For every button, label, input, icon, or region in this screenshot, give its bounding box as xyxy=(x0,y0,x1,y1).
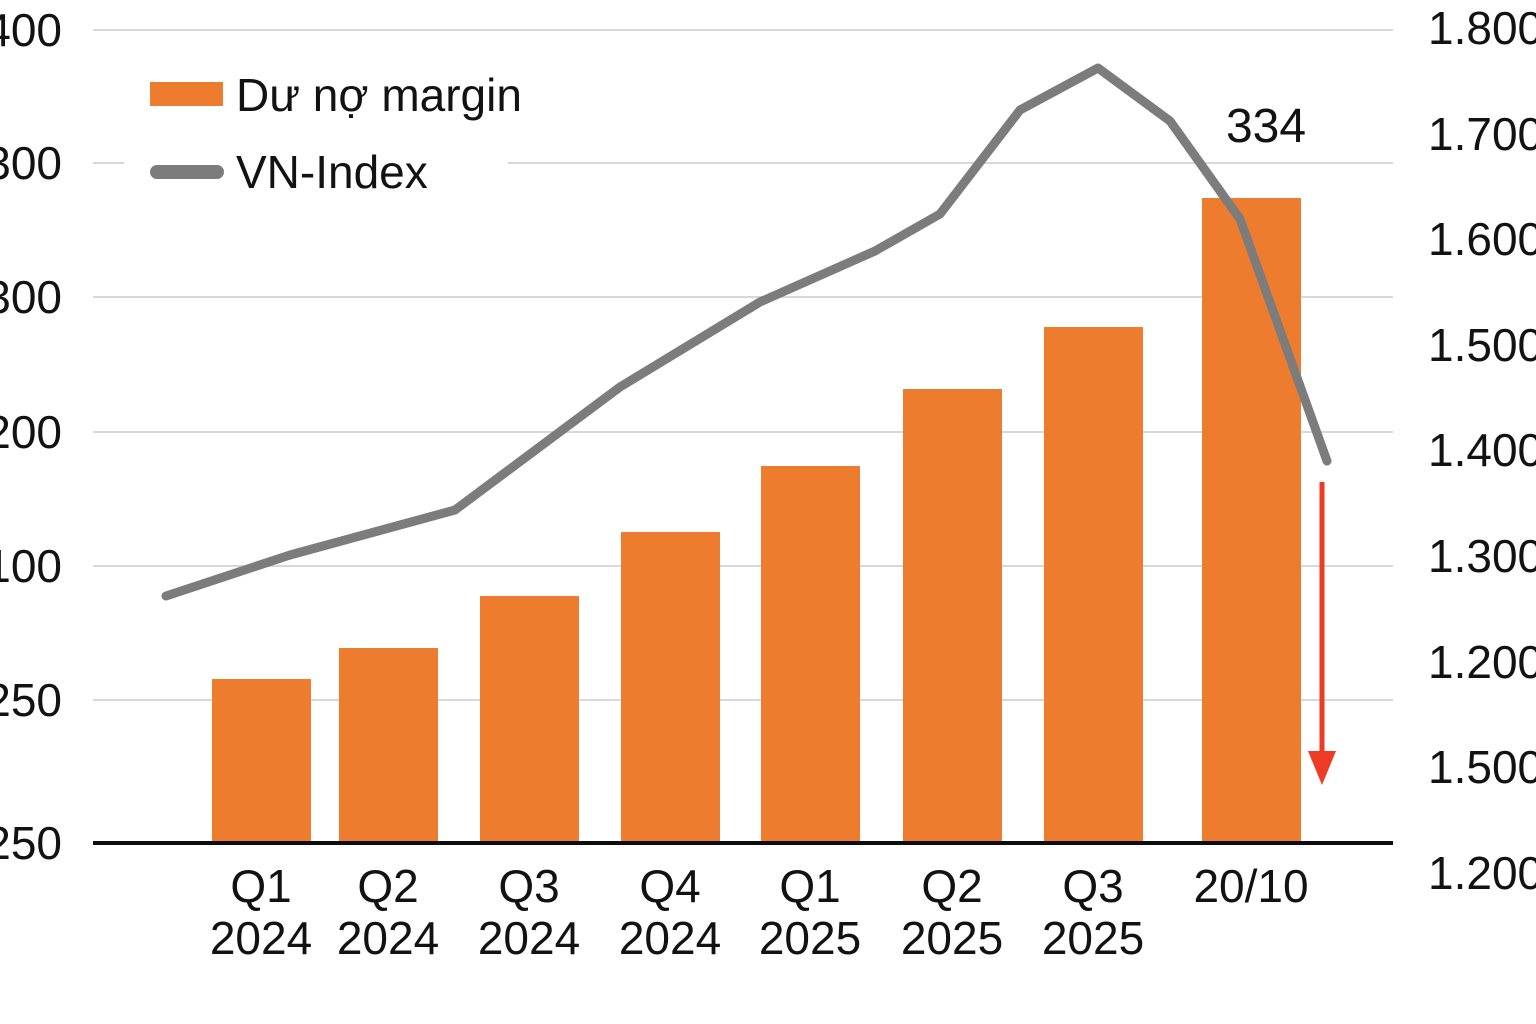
bar-3 xyxy=(479,596,579,843)
gridline xyxy=(93,296,1393,298)
last-bar-value-annotation: 334 xyxy=(1225,100,1307,153)
bar-4 xyxy=(620,532,720,843)
red-down-arrow-icon xyxy=(1308,482,1336,785)
y-axis-right-tick: 1.500 xyxy=(1428,741,1536,793)
gridline xyxy=(93,29,1393,31)
y-axis-right-tick: 1.700 xyxy=(1428,108,1536,160)
bar-1 xyxy=(211,679,311,843)
x-axis-tick: 20/10 xyxy=(1141,860,1361,912)
y-axis-right-tick: 1.200 xyxy=(1428,847,1536,899)
x-axis-tick: Q2 2025 xyxy=(842,860,1062,964)
x-axis-tick-line: Q1 xyxy=(230,860,292,912)
gridline xyxy=(93,565,1393,567)
x-axis-tick-line: Q4 xyxy=(639,860,701,912)
x-axis-tick-line: Q2 xyxy=(357,860,419,912)
bar-5 xyxy=(760,466,860,843)
gridline xyxy=(93,699,1393,701)
y-axis-left-tick: 300 xyxy=(0,271,62,323)
x-axis-tick-line: 2024 xyxy=(336,912,440,964)
x-axis-tick-line: 2024 xyxy=(618,912,722,964)
x-axis-tick: Q2 2024 xyxy=(278,860,498,964)
x-axis-tick-line: Q2 xyxy=(921,860,983,912)
x-axis-tick: Q3 2024 xyxy=(419,860,639,964)
y-axis-left-tick: 100 xyxy=(0,540,62,592)
gridline xyxy=(93,431,1393,433)
x-axis-baseline xyxy=(93,841,1393,845)
x-axis-tick-line: Q3 xyxy=(1062,860,1124,912)
y-axis-right-tick: 1.600 xyxy=(1428,213,1536,265)
bar-2 xyxy=(338,648,438,843)
x-axis-tick: Q1 2024 xyxy=(151,860,371,964)
legend-label-margin-debt: Dư nợ margin xyxy=(236,69,522,121)
x-axis-tick-line: 2025 xyxy=(900,912,1004,964)
y-axis-left-tick: 400 xyxy=(0,4,62,56)
x-axis-tick-line: 2024 xyxy=(209,912,313,964)
y-axis-right-tick: 1.800 xyxy=(1428,2,1536,54)
y-axis-left-tick: 200 xyxy=(0,406,62,458)
legend-bar-swatch xyxy=(150,82,223,106)
x-axis-tick-line: 2025 xyxy=(1041,912,1145,964)
x-axis-tick-line: 2024 xyxy=(477,912,581,964)
y-axis-right-tick: 1.200 xyxy=(1428,636,1536,688)
x-axis-tick-line: Q3 xyxy=(498,860,560,912)
y-axis-right-tick: 1.300 xyxy=(1428,530,1536,582)
bar-7 xyxy=(1043,327,1143,843)
x-axis-tick: Q4 2024 xyxy=(560,860,780,964)
bar-8 xyxy=(1201,198,1301,843)
y-axis-left-tick: 300 xyxy=(0,137,62,189)
x-axis-tick-line: 20/10 xyxy=(1193,860,1309,912)
y-axis-left-tick: 250 xyxy=(0,817,62,869)
legend-label-vn-index: VN-Index xyxy=(236,146,428,198)
x-axis-tick: Q1 2025 xyxy=(700,860,920,964)
y-axis-right-tick: 1.400 xyxy=(1428,424,1536,476)
legend-line-swatch xyxy=(150,165,224,179)
y-axis-left-tick: 250 xyxy=(0,674,62,726)
bar-6 xyxy=(902,389,1002,843)
x-axis-tick-line: 2025 xyxy=(758,912,862,964)
x-axis-tick-line: Q1 xyxy=(779,860,841,912)
x-axis-tick: Q3 2025 xyxy=(983,860,1203,964)
y-axis-right-tick: 1.500 xyxy=(1428,319,1536,371)
